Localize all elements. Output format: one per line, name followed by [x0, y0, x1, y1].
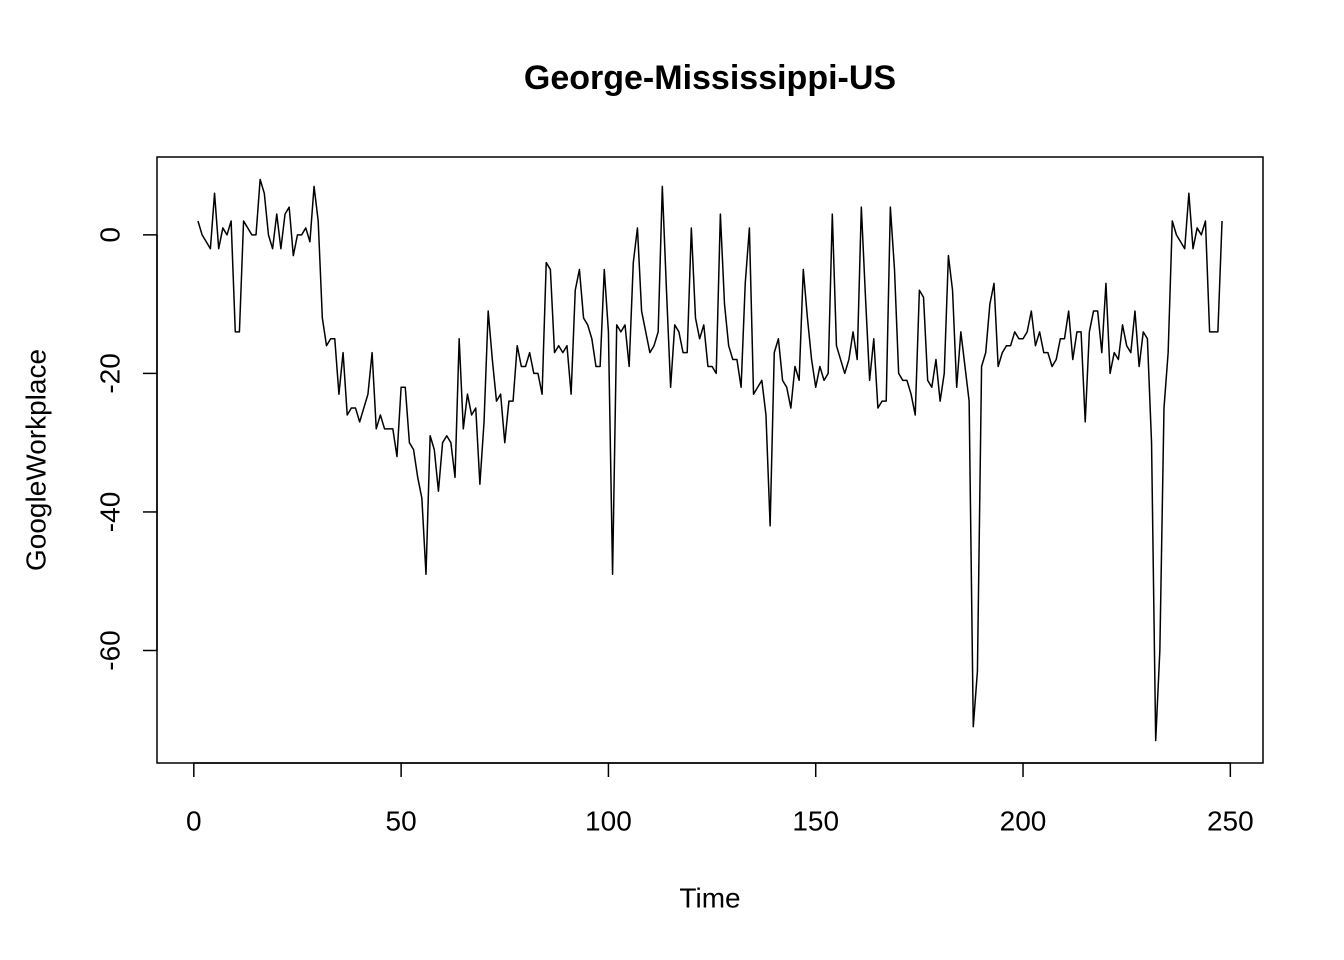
plot-box	[156, 156, 1264, 764]
x-tick-label: 200	[1000, 805, 1047, 836]
y-tick-label: 0	[94, 227, 125, 243]
x-axis-label: Time	[679, 882, 740, 913]
y-tick-label: -20	[94, 353, 125, 393]
x-tick-label: 150	[792, 805, 839, 836]
x-tick-label: 50	[386, 805, 417, 836]
y-tick-label: -60	[94, 630, 125, 670]
x-tick-label: 0	[186, 805, 202, 836]
x-tick-label: 250	[1207, 805, 1254, 836]
y-tick-label: -40	[94, 492, 125, 532]
chart-title: George-Mississippi-US	[524, 59, 896, 97]
data-line	[197, 178, 1223, 742]
x-tick-label: 100	[585, 805, 632, 836]
y-axis-label: GoogleWorkplace	[20, 349, 51, 571]
